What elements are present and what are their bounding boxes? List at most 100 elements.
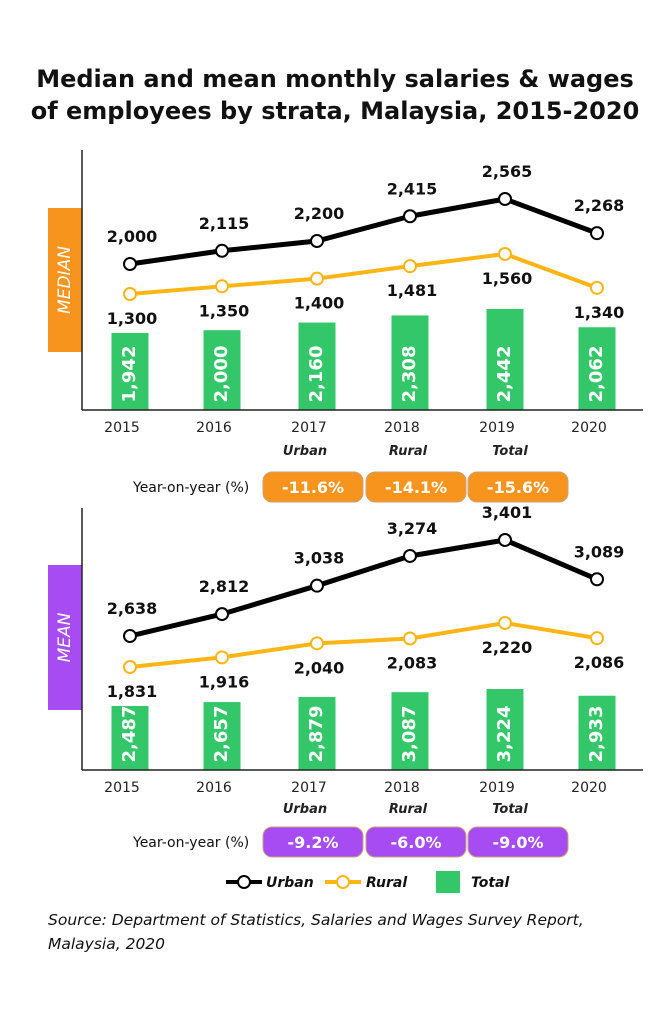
data-label-rural: 2,083 bbox=[387, 653, 438, 672]
bar-label: 2,062 bbox=[586, 346, 607, 403]
bar-total-2019 bbox=[486, 309, 524, 410]
bar-label: 2,442 bbox=[494, 346, 515, 403]
panel-label: MEDIAN bbox=[55, 246, 75, 314]
bar-total-2018 bbox=[391, 692, 429, 770]
panel-mean: MEAN 2,487 2,657 2,879 3,087 3,224 2,933 2015 20… bbox=[48, 503, 643, 858]
yoy-value: -9.2% bbox=[287, 833, 338, 852]
legend-total: Total bbox=[436, 871, 510, 893]
bar-label: 2,933 bbox=[586, 706, 607, 763]
point-urban-2017 bbox=[310, 578, 324, 593]
yoy-pill-total bbox=[467, 471, 569, 503]
data-label-rural: 2,220 bbox=[482, 638, 533, 657]
bar-total-2015 bbox=[111, 706, 149, 770]
data-label-urban: 2,115 bbox=[199, 214, 250, 233]
data-label-urban: 3,401 bbox=[482, 503, 533, 522]
yoy-label: Year-on-year (%) bbox=[132, 835, 249, 851]
x-tick-label: 2019 bbox=[479, 420, 515, 436]
source-line-2: Malaysia, 2020 bbox=[48, 935, 165, 953]
x-tick-label: 2018 bbox=[384, 780, 420, 796]
point-urban-2018 bbox=[403, 209, 417, 224]
x-tick-label: 2017 bbox=[291, 780, 327, 796]
yoy-pill-total bbox=[467, 826, 569, 858]
bar-label: 2,879 bbox=[306, 706, 327, 763]
point-rural-2015 bbox=[123, 660, 137, 674]
bar-total-2017 bbox=[298, 696, 336, 770]
legend-urban-label: Urban bbox=[266, 875, 314, 891]
legend: Urban Rural Total bbox=[226, 871, 510, 893]
yoy-pill-rural bbox=[365, 826, 467, 858]
yoy-label: Year-on-year (%) bbox=[132, 480, 249, 496]
point-rural-2018 bbox=[403, 631, 417, 646]
bar-total-2020 bbox=[578, 327, 616, 410]
x-tick-label: 2018 bbox=[384, 420, 420, 436]
yoy-category-label: Rural bbox=[389, 444, 428, 459]
point-rural-2016 bbox=[215, 650, 229, 665]
data-label-rural: 2,086 bbox=[574, 653, 625, 672]
point-urban-2019 bbox=[498, 533, 512, 547]
data-label-urban: 2,200 bbox=[294, 204, 345, 223]
point-urban-2016 bbox=[215, 243, 229, 258]
point-rural-2017 bbox=[310, 271, 324, 286]
legend-total-label: Total bbox=[471, 875, 510, 891]
data-label-urban: 2,268 bbox=[574, 196, 625, 215]
bar-label: 2,657 bbox=[211, 706, 232, 763]
point-rural-2020 bbox=[590, 280, 604, 295]
panel-tag bbox=[48, 208, 82, 352]
bar-label: 1,942 bbox=[119, 346, 140, 403]
panel-label: MEAN bbox=[55, 612, 75, 662]
bar-total-2016 bbox=[203, 330, 241, 410]
yoy-pill-urban bbox=[262, 471, 364, 503]
yoy-value: -9.0% bbox=[492, 833, 543, 852]
bar-total-2018 bbox=[391, 315, 429, 410]
data-label-rural: 1,916 bbox=[199, 672, 250, 691]
line-urban bbox=[129, 537, 598, 639]
bar-total-2020 bbox=[578, 695, 616, 770]
data-label-rural: 1,400 bbox=[294, 294, 345, 313]
yoy-category-label: Total bbox=[492, 444, 528, 459]
yoy-value: -11.6% bbox=[282, 478, 344, 497]
chart-title-line-2: of employees by strata, Malaysia, 2015-2… bbox=[31, 97, 640, 125]
panel-tag bbox=[48, 565, 82, 710]
data-label-urban: 3,274 bbox=[387, 519, 438, 538]
point-urban-2015 bbox=[123, 257, 137, 271]
data-label-urban: 2,565 bbox=[482, 162, 533, 181]
bar-total-2019 bbox=[486, 689, 524, 770]
point-urban-2018 bbox=[403, 548, 417, 563]
data-label-urban: 2,638 bbox=[107, 599, 158, 618]
yoy-category-label: Total bbox=[492, 802, 528, 817]
x-tick-label: 2020 bbox=[571, 420, 607, 436]
data-label-rural: 1,350 bbox=[199, 301, 250, 320]
bar-label: 2,308 bbox=[399, 346, 420, 403]
legend-urban: Urban bbox=[226, 875, 314, 891]
yoy-value: -6.0% bbox=[390, 833, 441, 852]
yoy-category-label: Rural bbox=[389, 802, 428, 817]
bar-label: 2,160 bbox=[306, 346, 327, 403]
yoy-pill-rural bbox=[365, 471, 467, 503]
yoy-value: -15.6% bbox=[487, 478, 549, 497]
point-rural-2017 bbox=[310, 636, 324, 651]
source-line-1: Source: Department of Statistics, Salari… bbox=[48, 911, 584, 929]
point-urban-2015 bbox=[123, 629, 137, 643]
data-label-rural: 2,040 bbox=[294, 658, 345, 677]
data-label-urban: 2,000 bbox=[107, 227, 158, 246]
point-rural-2018 bbox=[403, 259, 417, 274]
bar-total-2017 bbox=[298, 322, 336, 410]
bar-total-2016 bbox=[203, 702, 241, 770]
point-rural-2019 bbox=[498, 247, 512, 261]
yoy-category-label: Urban bbox=[283, 444, 327, 459]
yoy-pill-urban bbox=[262, 826, 364, 858]
chart-title-line-1: Median and mean monthly salaries & wages bbox=[36, 65, 634, 93]
bar-label: 3,087 bbox=[399, 706, 420, 763]
x-tick-label: 2016 bbox=[196, 420, 232, 436]
point-rural-2016 bbox=[215, 279, 229, 294]
data-label-rural: 1,831 bbox=[107, 682, 158, 701]
line-rural bbox=[129, 252, 598, 296]
data-label-rural: 1,340 bbox=[574, 303, 625, 322]
x-tick-label: 2016 bbox=[196, 780, 232, 796]
data-label-rural: 1,300 bbox=[107, 309, 158, 328]
data-label-urban: 2,812 bbox=[199, 577, 250, 596]
yoy-category-label: Urban bbox=[283, 802, 327, 817]
yoy-value: -14.1% bbox=[385, 478, 447, 497]
bar-label: 2,487 bbox=[119, 706, 140, 763]
